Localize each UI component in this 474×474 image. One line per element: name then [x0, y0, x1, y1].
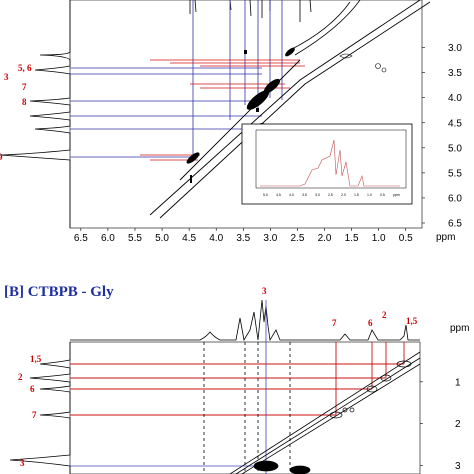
panel-b-dashed-lines: [203, 342, 291, 474]
panel-a-red-marks: [140, 59, 305, 161]
y-tick-label: 2: [455, 419, 461, 430]
panel-a-horizontal-lines: [70, 67, 262, 158]
panel-a-side-spectrum: [0, 0, 71, 228]
x-tick-label: 2.0: [318, 233, 332, 244]
y-tick-label: 3: [455, 461, 461, 472]
panel-b-crosspeaks: [253, 360, 412, 474]
y-tick-label: 6.5: [448, 218, 462, 229]
panel-b-peak-label: 2: [18, 372, 23, 382]
panel-b-peak-label: 2: [382, 310, 387, 320]
inset-frame: [241, 123, 413, 205]
panel-a-top-spectrum: [189, 0, 361, 56]
panel-a-crosspeak-cluster: [186, 47, 295, 183]
y-tick-label: 5.5: [448, 168, 462, 179]
inset-tick: 5.0: [263, 193, 268, 197]
x-tick-label: 2.5: [290, 233, 304, 244]
panel-a-x-axis: 6.5 6.0 5.5 5.0 4.5 4.0 3.5 3.0 2.5 2.0 1.5 1.0 0.5: [74, 228, 413, 244]
y-tick-label: 3.5: [448, 68, 462, 79]
panel-a-xlabel: ppm: [436, 232, 455, 243]
inset-plot: [255, 129, 407, 189]
x-tick-label: 4.5: [182, 233, 196, 244]
inset-tick: 2.0: [341, 193, 346, 197]
panel-b-title: [B] CTBPB - Gly: [4, 284, 114, 300]
y-tick-label: 5.0: [448, 143, 462, 154]
panel-a-peak-label: 5, 6: [18, 63, 32, 73]
panel-b-peak-label: 7: [32, 410, 37, 420]
x-tick-label: 0.5: [399, 233, 413, 244]
panel-b-peak-label: 6: [368, 318, 373, 328]
x-tick-label: 5.5: [128, 233, 142, 244]
x-tick-label: 4.0: [209, 233, 223, 244]
inset-tick: 3.5: [302, 193, 307, 197]
y-tick-label: 1: [455, 377, 461, 388]
x-tick-label: 3.0: [263, 233, 277, 244]
panel-b-top-spectrum: [70, 299, 420, 342]
panel-a-diagonal: [149, 0, 431, 219]
x-tick-label: 3.5: [236, 233, 250, 244]
y-tick-label: 6.0: [448, 193, 462, 204]
panel-b-peak-label: 6: [30, 384, 35, 394]
inset-x-axis: 5.0 4.5 4.0 3.5 3.0 2.5 2.0 1.5 1.0 0.5 …: [263, 193, 400, 197]
panel-a-inset: 5.0 4.5 4.0 3.5 3.0 2.5 2.0 1.5 1.0 0.5 …: [241, 123, 413, 205]
panel-b-peak-label: 1,5: [30, 354, 42, 364]
panel-b-diagonal: [229, 351, 421, 474]
panel-b-y-axis: 1 2 3: [420, 377, 461, 472]
panel-b-peak-label: 7: [332, 318, 337, 328]
inset-spectrum: [260, 139, 400, 187]
panel-a-noise-contours: [339, 53, 387, 73]
panel-b-red-lines: [70, 363, 404, 416]
panel-b: [B] CTBPB - Gly: [4, 284, 469, 474]
y-tick-label: 4.0: [448, 93, 462, 104]
panel-a-peak-label: 7: [22, 82, 27, 92]
panel-b-peak-label: 3: [20, 458, 25, 468]
x-tick-label: 1.0: [372, 233, 386, 244]
x-tick-label: 5.0: [155, 233, 169, 244]
inset-tick: 3.0: [315, 193, 320, 197]
panel-a-peak-label: 3: [4, 72, 9, 82]
panel-a-peak-label: 8: [22, 97, 27, 107]
inset-tick: 4.5: [276, 193, 281, 197]
x-tick-label: 1.5: [345, 233, 359, 244]
y-tick-label: 4.5: [448, 118, 462, 129]
panel-a-peak-label: 9: [0, 152, 3, 162]
x-tick-label: 6.5: [74, 233, 88, 244]
panel-b-side-spectrum: [9, 342, 71, 474]
panel-b-red-verticals: [335, 342, 405, 415]
x-tick-label: 6.0: [101, 233, 115, 244]
panel-b-ylabel: ppm: [450, 323, 469, 334]
panel-b-peak-label: 1,5: [406, 316, 418, 326]
y-tick-label: 3.0: [448, 43, 462, 54]
inset-tick: 1.0: [367, 193, 372, 197]
inset-tick: 1.5: [354, 193, 359, 197]
inset-tick: 2.5: [328, 193, 333, 197]
panel-a: 5.0 4.5 4.0 3.5 3.0 2.5 2.0 1.5 1.0 0.5 …: [0, 0, 462, 244]
inset-tick: ppm: [393, 193, 400, 197]
panel-a-y-axis: 3.0 3.5 4.0 4.5 5.0 5.5 6.0 6.5: [422, 43, 462, 229]
inset-tick: 4.0: [289, 193, 294, 197]
inset-tick: 0.5: [380, 193, 385, 197]
panel-a-plot-frame: [69, 0, 423, 229]
panel-b-peak-label: 3: [262, 286, 267, 296]
